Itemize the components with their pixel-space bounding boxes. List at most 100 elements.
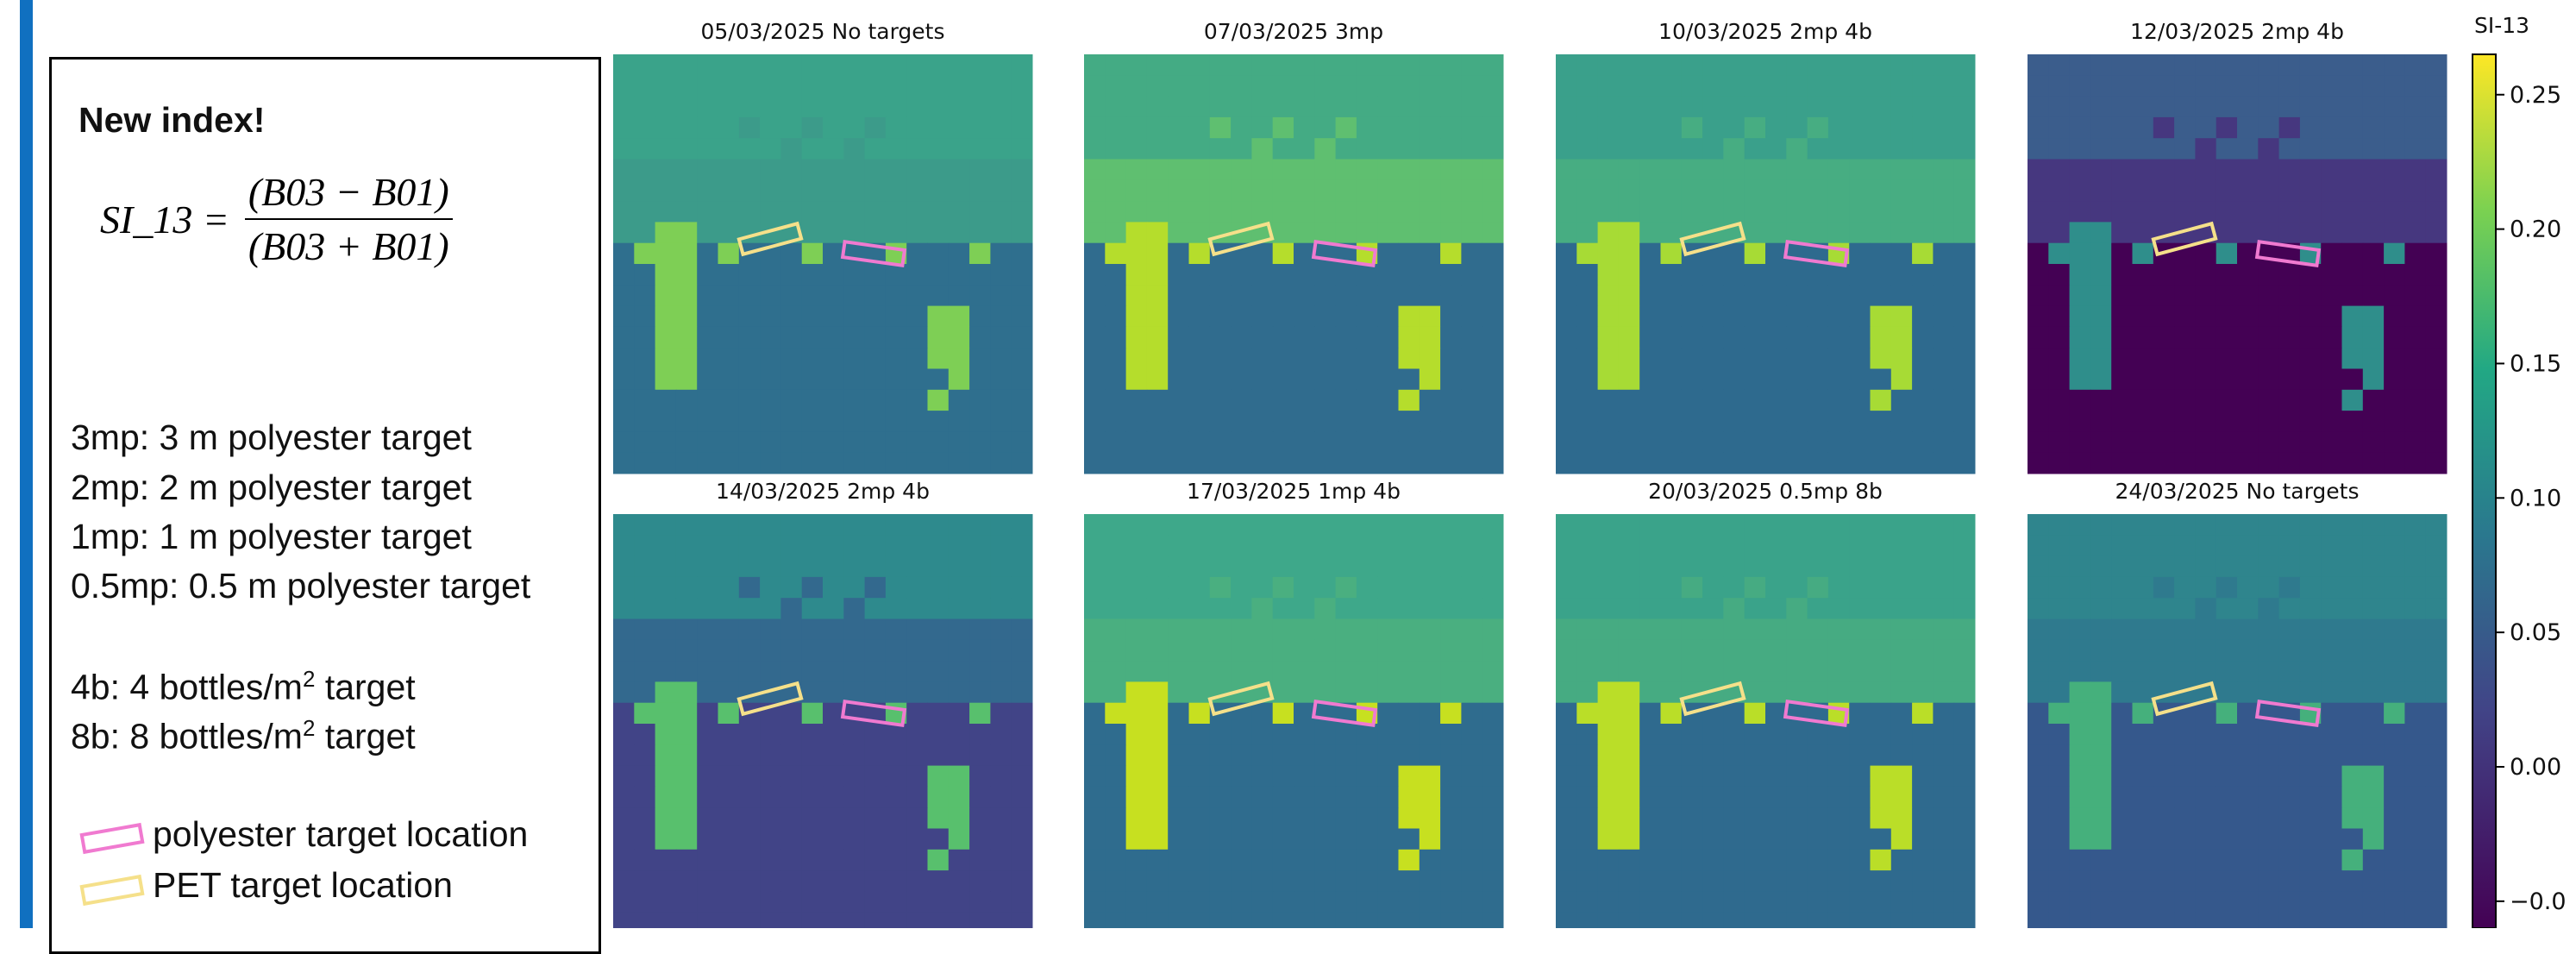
heatmap-cell: [802, 97, 824, 118]
heatmap-cell: [1598, 264, 1620, 286]
heatmap-cell: [1357, 54, 1378, 76]
heatmap-cell: [1294, 306, 1315, 328]
heatmap-cell: [843, 264, 865, 286]
heatmap-cell: [823, 724, 844, 745]
heatmap-cell: [2090, 201, 2112, 223]
heatmap-cell: [718, 514, 740, 536]
heatmap-cell: [1314, 829, 1336, 850]
heatmap-cell: [1482, 870, 1504, 892]
heatmap-cell: [906, 348, 928, 369]
heatmap-cell: [2342, 640, 2364, 662]
heatmap-cell: [1377, 661, 1399, 682]
heatmap-cell: [1084, 703, 1106, 725]
heatmap-cell: [1639, 97, 1661, 118]
heatmap-cell: [2342, 369, 2364, 391]
heatmap-cell: [1786, 390, 1808, 411]
heatmap-cell: [1399, 264, 1420, 286]
heatmap-cell: [1682, 369, 1703, 391]
heatmap-cell: [1273, 201, 1294, 223]
heatmap-cell: [1105, 348, 1126, 369]
heatmap-cell: [1357, 97, 1378, 118]
heatmap-cell: [1765, 619, 1787, 641]
heatmap-cell: [1294, 913, 1315, 928]
heatmap-cell: [990, 306, 1012, 328]
heatmap-cell: [1639, 369, 1661, 391]
heatmap-cell: [760, 431, 781, 453]
heatmap-cell: [1420, 97, 1441, 118]
heatmap-cell: [1231, 180, 1252, 202]
heatmap-cell: [2048, 640, 2070, 662]
heatmap-cell: [1871, 306, 1892, 328]
heatmap-cell: [2133, 766, 2154, 788]
heatmap-cell: [1482, 285, 1504, 306]
heatmap-cell: [2237, 138, 2259, 160]
heatmap-cell: [676, 514, 698, 536]
heatmap-cell: [2090, 75, 2112, 97]
heatmap-cell: [2133, 640, 2154, 662]
heatmap-cell: [1273, 97, 1294, 118]
heatmap-cell: [2279, 348, 2301, 369]
heatmap-cell: [1661, 348, 1683, 369]
heatmap-cell: [2300, 661, 2322, 682]
heatmap-cell: [823, 264, 844, 286]
heatmap-cell: [1189, 453, 1211, 474]
heatmap-cell: [2342, 306, 2364, 328]
heatmap-cell: [1084, 160, 1106, 181]
heatmap-cell: [1891, 744, 1913, 766]
heatmap-cell: [1745, 54, 1766, 76]
heatmap-cell: [718, 117, 740, 139]
heatmap-cell: [949, 264, 970, 286]
heatmap-cell: [906, 766, 928, 788]
heatmap-cell: [823, 913, 844, 928]
heatmap-cell: [676, 870, 698, 892]
heatmap-cell: [2321, 160, 2342, 181]
heatmap-cell: [2133, 97, 2154, 118]
heatmap-cell: [2048, 870, 2070, 892]
heatmap-cell: [1745, 619, 1766, 641]
heatmap-cell: [1105, 264, 1126, 286]
heatmap-cell: [739, 535, 761, 556]
heatmap-cell: [802, 327, 824, 348]
heatmap-cell: [613, 327, 635, 348]
heatmap-cell: [1377, 222, 1399, 243]
heatmap-cell: [2111, 807, 2133, 829]
heatmap-cell: [1723, 556, 1745, 578]
heatmap-cell: [1828, 180, 1850, 202]
heatmap-cell: [1314, 598, 1336, 619]
heatmap-cell: [2048, 556, 2070, 578]
heatmap-cell: [1661, 54, 1683, 76]
heatmap-cell: [1377, 138, 1399, 160]
heatmap-cell: [1189, 327, 1211, 348]
heatmap-cell: [1314, 661, 1336, 682]
heatmap-cell: [2426, 160, 2448, 181]
heatmap-cell: [1849, 285, 1871, 306]
heatmap-cell: [1273, 180, 1294, 202]
heatmap-cell: [676, 75, 698, 97]
heatmap-cell: [1273, 306, 1294, 328]
heatmap-cell: [1702, 514, 1724, 536]
heatmap-cell: [2363, 807, 2385, 829]
heatmap-cell: [2258, 870, 2279, 892]
heatmap-cell: [2363, 390, 2385, 411]
heatmap-cell: [1786, 661, 1808, 682]
heatmap-cell: [1598, 766, 1620, 788]
heatmap-cell: [1357, 619, 1378, 641]
heatmap-cell: [2342, 766, 2364, 788]
heatmap-cell: [2048, 703, 2070, 725]
heatmap-cell: [2321, 222, 2342, 243]
heatmap-cell: [1461, 222, 1482, 243]
heatmap-cell: [1871, 264, 1892, 286]
heatmap-cell: [1828, 138, 1850, 160]
heatmap-cell: [2342, 724, 2364, 745]
heatmap-cell: [1933, 201, 1954, 223]
heatmap-cell: [1314, 766, 1336, 788]
heatmap-cell: [2300, 514, 2322, 536]
heatmap-cell: [1661, 535, 1683, 556]
heatmap-cell: [1661, 703, 1683, 725]
heatmap-cell: [2195, 891, 2216, 913]
heatmap-cell: [697, 787, 718, 808]
heatmap-cell: [1377, 160, 1399, 181]
heatmap-cell: [2028, 222, 2049, 243]
heatmap-cell: [1273, 369, 1294, 391]
heatmap-cell: [1556, 850, 1577, 871]
